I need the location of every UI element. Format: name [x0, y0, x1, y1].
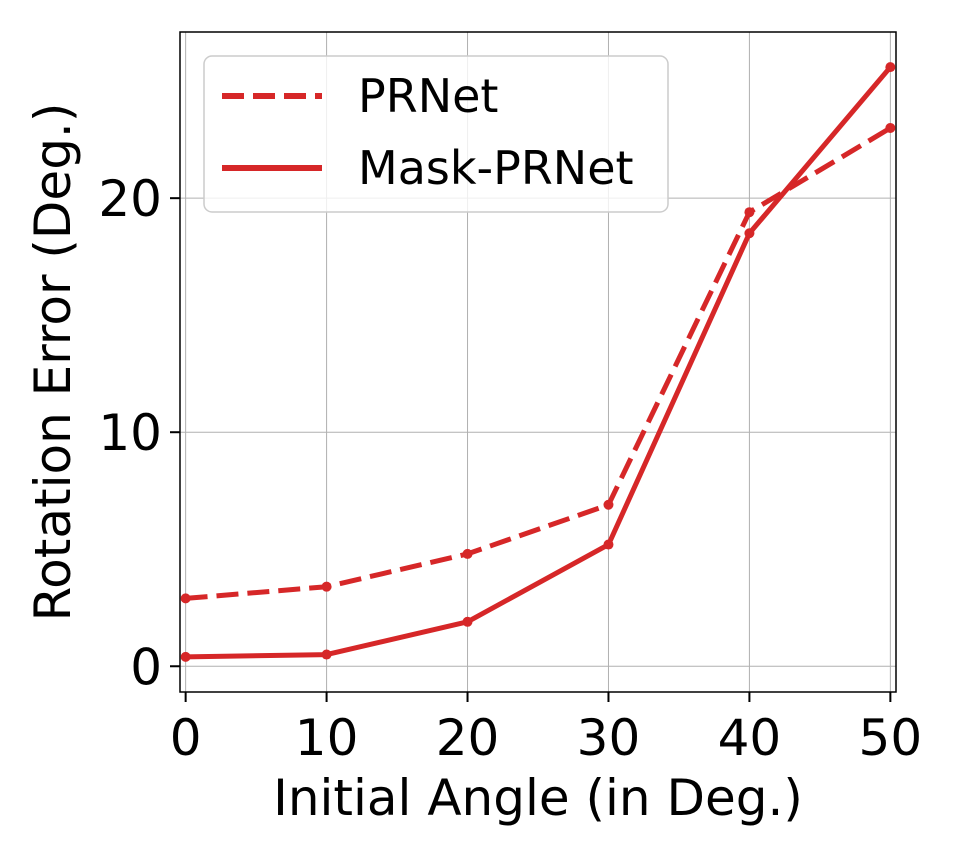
legend-label-mask-prnet: Mask-PRNet [358, 141, 634, 195]
x-tick-label: 10 [295, 709, 359, 767]
data-point-mask-prnet [744, 228, 755, 239]
data-point-prnet [462, 548, 473, 559]
data-point-mask-prnet [603, 539, 614, 550]
y-tick-label: 0 [130, 638, 162, 696]
x-tick-label: 30 [577, 709, 641, 767]
series-group [180, 62, 896, 662]
data-point-mask-prnet [321, 649, 332, 660]
x-tick-label: 0 [170, 709, 202, 767]
data-point-mask-prnet [885, 62, 896, 73]
data-point-prnet [744, 207, 755, 218]
x-tick-label: 20 [436, 709, 500, 767]
data-point-mask-prnet [462, 616, 473, 627]
plot-frame [179, 31, 897, 693]
series-line-prnet [185, 125, 892, 601]
data-point-mask-prnet [180, 651, 191, 662]
data-point-prnet [603, 499, 614, 510]
series-line-mask-prnet [185, 65, 893, 660]
x-axis-label: Initial Angle (in Deg.) [273, 769, 803, 827]
axis-ticks: 0 10 20 30 40 50 0 10 20 [98, 170, 922, 767]
data-point-prnet [180, 593, 191, 604]
x-tick-label: 50 [859, 709, 923, 767]
x-tick-label: 40 [718, 709, 782, 767]
data-point-prnet [321, 581, 332, 592]
y-tick-label: 20 [98, 170, 162, 228]
legend: PRNet Mask-PRNet [203, 55, 669, 213]
legend-label-prnet: PRNet [358, 69, 498, 123]
data-point-prnet [885, 122, 896, 133]
y-tick-label: 10 [98, 404, 162, 462]
y-axis-label: Rotation Error (Deg.) [24, 103, 82, 622]
